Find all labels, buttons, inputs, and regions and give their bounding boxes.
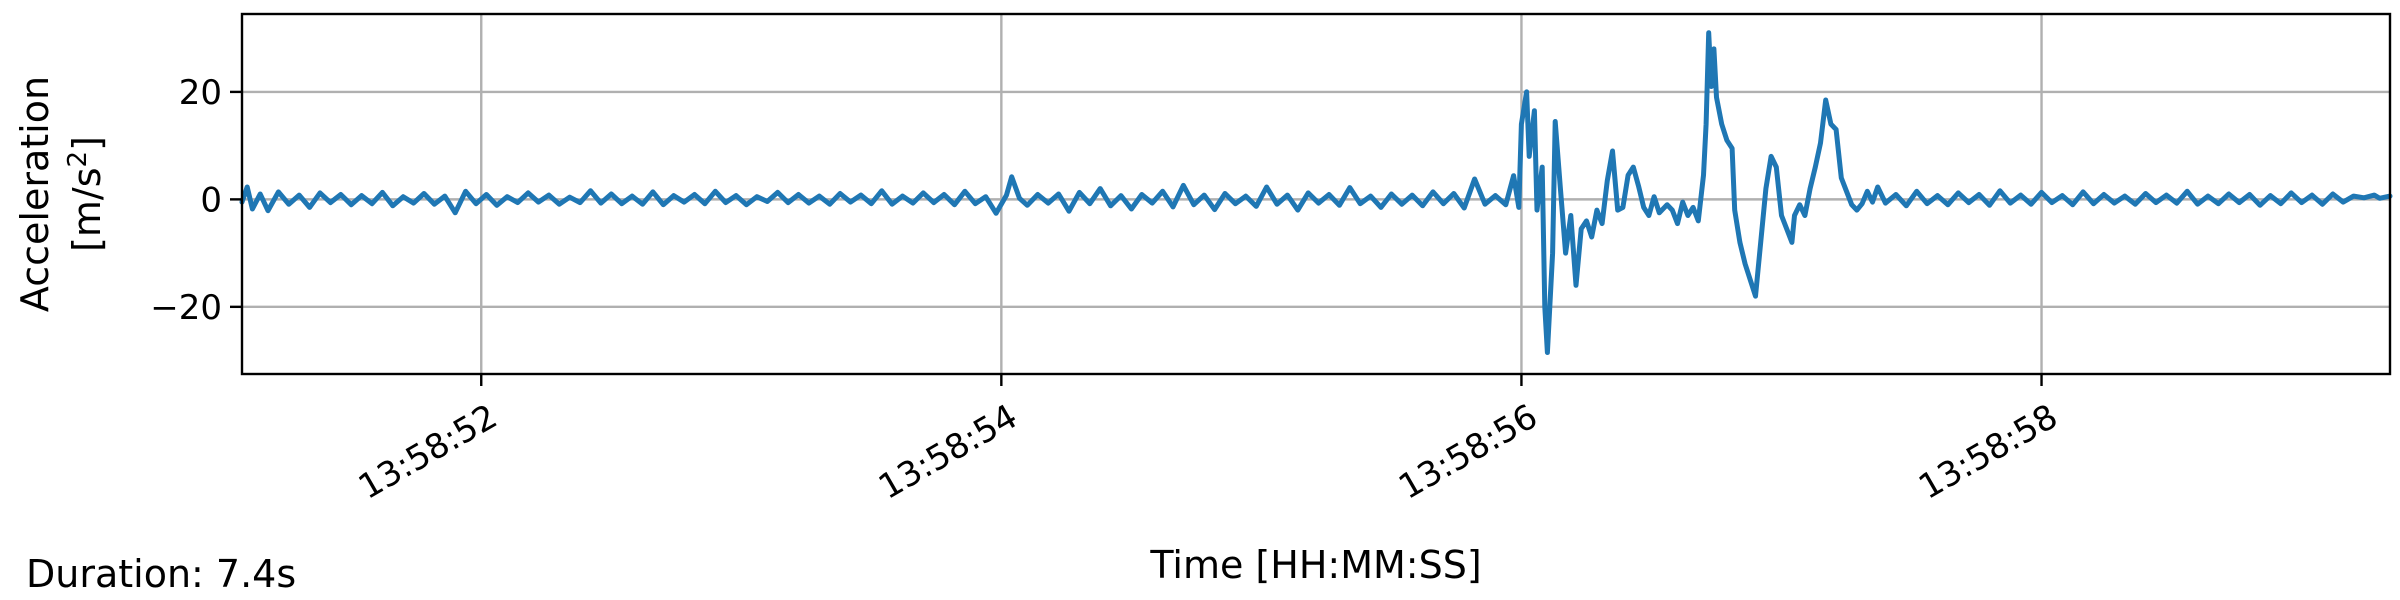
x-tick-label: 13:58:54 [872, 397, 1024, 508]
y-tick-label: 0 [200, 180, 222, 220]
series-line-0 [239, 30, 2393, 355]
duration-label: Duration: 7.4s [26, 552, 297, 596]
ticks-layer [230, 90, 2043, 386]
grid-layer [242, 14, 2390, 374]
y-axis-unit-base: [m/s [65, 167, 109, 251]
x-tick-label: 13:58:58 [1912, 397, 2064, 508]
x-tick-label: 13:58:56 [1392, 397, 1544, 508]
y-axis-label: Acceleration [m/s2] [13, 76, 109, 312]
tick-labels-layer: 13:58:52 13:58:54 13:58:56 13:58:58 20 0 −20 [150, 73, 2064, 508]
y-axis-label-line2: [m/s2] [63, 136, 109, 252]
series-layer [239, 30, 2393, 355]
x-tick-label: 13:58:52 [352, 397, 504, 508]
y-axis-label-line1: Acceleration [13, 76, 57, 312]
y-axis-unit-end: ] [65, 136, 109, 151]
plot-frame [240, 12, 2392, 376]
x-axis-label: Time [HH:MM:SS] [1149, 543, 1481, 587]
y-tick-label: −20 [150, 288, 222, 328]
y-tick-label: 20 [179, 73, 222, 113]
y-axis-unit-superscript: 2 [63, 151, 93, 168]
